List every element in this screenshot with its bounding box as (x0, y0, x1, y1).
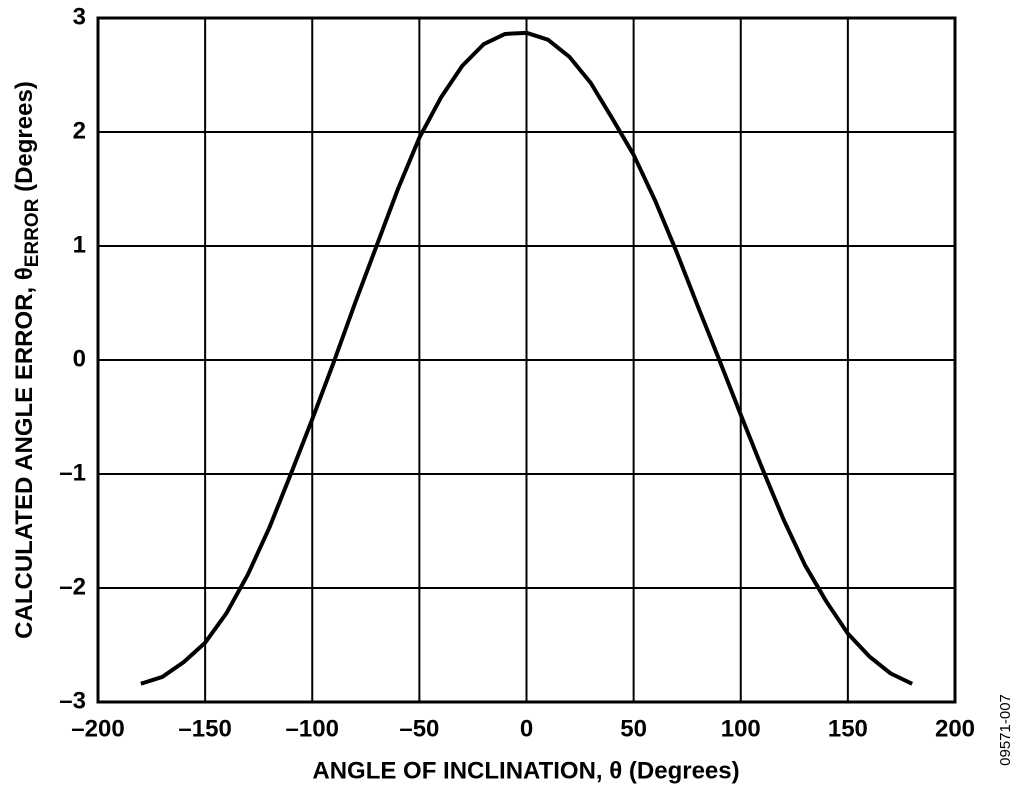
plot-frame (96, 16, 957, 704)
figure-id: 09571-007 (997, 694, 1014, 766)
y-label-main: CALCULATED ANGLE ERROR, θ (11, 267, 38, 639)
y-tick-label: 2 (73, 117, 86, 144)
y-label-subscript: ERROR (22, 198, 43, 267)
y-tick-label: –3 (59, 687, 86, 714)
x-tick-label: 100 (721, 715, 761, 742)
y-axis-label: CALCULATED ANGLE ERROR, θERROR (Degrees) (11, 81, 43, 639)
x-tick-label: 150 (828, 715, 868, 742)
x-tick-label: 50 (620, 715, 647, 742)
x-tick-label: 0 (520, 715, 533, 742)
y-tick-label: –1 (59, 459, 86, 486)
x-tick-label: –100 (286, 715, 339, 742)
data-line (140, 30, 914, 686)
y-tick-label: 1 (73, 231, 86, 258)
x-tick-label: –200 (71, 715, 124, 742)
y-label-unit: (Degrees) (11, 81, 38, 198)
x-tick-label: 200 (935, 715, 975, 742)
x-tick-label: –150 (178, 715, 231, 742)
y-tick-label: –2 (59, 573, 86, 600)
y-tick-label: 0 (73, 345, 86, 372)
x-tick-label: –50 (399, 715, 439, 742)
x-axis-label: ANGLE OF INCLINATION, θ (Degrees) (312, 757, 739, 784)
y-tick-label: 3 (73, 3, 86, 30)
